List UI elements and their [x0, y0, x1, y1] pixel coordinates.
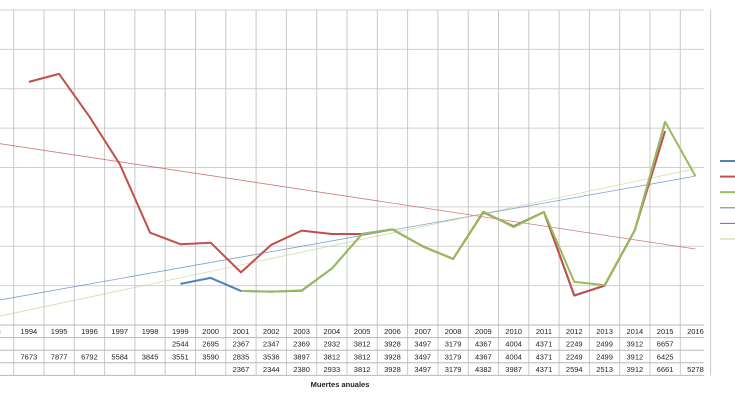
data-table: 3 1994 1995 1996 1997 1998 1999 2000 2001 2002 200…	[0, 327, 704, 374]
table-cell: 2367	[233, 340, 250, 349]
table-cell: 6425	[657, 352, 674, 361]
table-cell: 2932	[324, 340, 341, 349]
table-cell: 3551	[172, 352, 189, 361]
x-tick-label: 2000	[202, 327, 219, 336]
table-cell: 4367	[475, 340, 492, 349]
table-cell: 3179	[445, 352, 462, 361]
table-cell: 2249	[566, 352, 583, 361]
table-cell: 3845	[142, 352, 159, 361]
x-tick-label: 2008	[445, 327, 462, 336]
table-cell: 3497	[414, 340, 431, 349]
table-cell: 6792	[81, 352, 98, 361]
table-cell: 4371	[536, 365, 553, 374]
x-tick-label: 2009	[475, 327, 492, 336]
table-cell: 5278	[687, 365, 704, 374]
table-cell: 4004	[505, 352, 522, 361]
x-tick-label: 2012	[566, 327, 583, 336]
x-tick-label: 2013	[596, 327, 613, 336]
table-cell: 7877	[51, 352, 68, 361]
x-tick-label: 2015	[657, 327, 674, 336]
table-cell: 3928	[384, 352, 401, 361]
legend	[720, 160, 735, 240]
table-cell: 2369	[293, 340, 310, 349]
table-cell: 2344	[263, 365, 280, 374]
series-line-2	[28, 72, 667, 297]
table-cell: 3812	[354, 340, 371, 349]
table-cell: 5584	[111, 352, 128, 361]
table-cell: 4382	[475, 365, 492, 374]
table-cell: 3928	[384, 365, 401, 374]
x-tick-label: 2011	[536, 327, 552, 336]
x-tick-label: 1997	[111, 327, 128, 336]
table-cell: 3928	[384, 340, 401, 349]
trendlines	[0, 143, 696, 317]
table-cell: 4371	[536, 352, 553, 361]
table-cell: 3812	[354, 352, 371, 361]
table-cell: 2380	[293, 365, 310, 374]
table-cell: 4371	[536, 340, 553, 349]
table-cell: 3536	[263, 352, 280, 361]
table-cell: 2695	[202, 340, 219, 349]
trendline-1	[0, 175, 696, 301]
table-cell: 3912	[627, 352, 644, 361]
x-tick-label: 2014	[627, 327, 644, 336]
table-cell: 7673	[21, 352, 38, 361]
table-cell: 3590	[202, 352, 219, 361]
series-line-1	[180, 121, 667, 297]
table-cell: 3897	[293, 352, 310, 361]
table-cell: 2933	[324, 365, 341, 374]
x-tick-label: 1999	[172, 327, 189, 336]
trendline-3	[0, 168, 696, 317]
table-cell: 3179	[445, 365, 462, 374]
table-cell: 2347	[263, 340, 280, 349]
x-tick-label: 2002	[263, 327, 280, 336]
x-tick-label: 1998	[142, 327, 159, 336]
table-cell: 3497	[414, 352, 431, 361]
series-line-3	[240, 120, 697, 293]
table-cell: 3497	[414, 365, 431, 374]
x-tick-label: 3	[0, 327, 1, 336]
table-cell: 3987	[505, 365, 522, 374]
x-tick-label: 2004	[324, 327, 341, 336]
x-tick-label: 2007	[414, 327, 431, 336]
trendline-2	[0, 143, 696, 250]
table-cell: 3179	[445, 340, 462, 349]
table-cell: 3912	[627, 340, 644, 349]
table-cell: 3812	[354, 365, 371, 374]
x-tick-label: 1996	[81, 327, 98, 336]
x-axis-label: Muertes anuales	[311, 380, 370, 389]
table-cell: 4004	[505, 340, 522, 349]
x-tick-label: 2010	[505, 327, 522, 336]
table-cell: 2835	[233, 352, 250, 361]
table-cell: 6661	[657, 365, 674, 374]
table-cell: 2544	[172, 340, 189, 349]
table-cell: 2499	[596, 352, 613, 361]
x-tick-label: 2003	[293, 327, 310, 336]
x-tick-label: 1994	[21, 327, 38, 336]
series-lines	[28, 72, 697, 297]
x-tick-label: 2016	[687, 327, 704, 336]
table-cell: 2367	[233, 365, 250, 374]
x-tick-label: 1995	[51, 327, 68, 336]
x-tick-label: 2006	[384, 327, 401, 336]
x-tick-label: 2005	[354, 327, 371, 336]
table-cell: 2499	[596, 340, 613, 349]
table-cell: 3812	[324, 352, 341, 361]
table-cell: 2249	[566, 340, 583, 349]
x-tick-label: 2001	[233, 327, 250, 336]
table-cell: 2594	[566, 365, 583, 374]
grid	[0, 9, 712, 376]
table-cell: 3912	[627, 365, 644, 374]
table-cell: 4367	[475, 352, 492, 361]
table-cell: 6657	[657, 340, 674, 349]
table-cell: 2513	[596, 365, 613, 374]
